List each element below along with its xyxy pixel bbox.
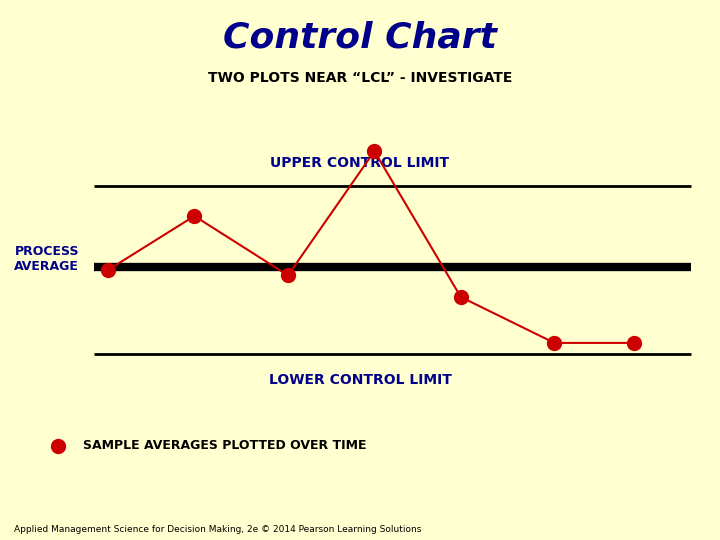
Point bbox=[369, 147, 380, 156]
Text: PROCESS
AVERAGE: PROCESS AVERAGE bbox=[14, 245, 79, 273]
Text: UPPER CONTROL LIMIT: UPPER CONTROL LIMIT bbox=[271, 156, 449, 170]
Point bbox=[282, 271, 294, 280]
Point bbox=[455, 293, 467, 301]
Point bbox=[52, 441, 63, 450]
Point bbox=[102, 266, 114, 274]
Text: LOWER CONTROL LIMIT: LOWER CONTROL LIMIT bbox=[269, 373, 451, 387]
Text: SAMPLE AVERAGES PLOTTED OVER TIME: SAMPLE AVERAGES PLOTTED OVER TIME bbox=[83, 439, 366, 452]
Point bbox=[189, 212, 200, 220]
Text: Control Chart: Control Chart bbox=[223, 21, 497, 55]
Point bbox=[549, 339, 560, 347]
Point bbox=[628, 339, 639, 347]
Text: TWO PLOTS NEAR “LCL” - INVESTIGATE: TWO PLOTS NEAR “LCL” - INVESTIGATE bbox=[208, 71, 512, 85]
Text: Applied Management Science for Decision Making, 2e © 2014 Pearson Learning Solut: Applied Management Science for Decision … bbox=[14, 524, 422, 534]
